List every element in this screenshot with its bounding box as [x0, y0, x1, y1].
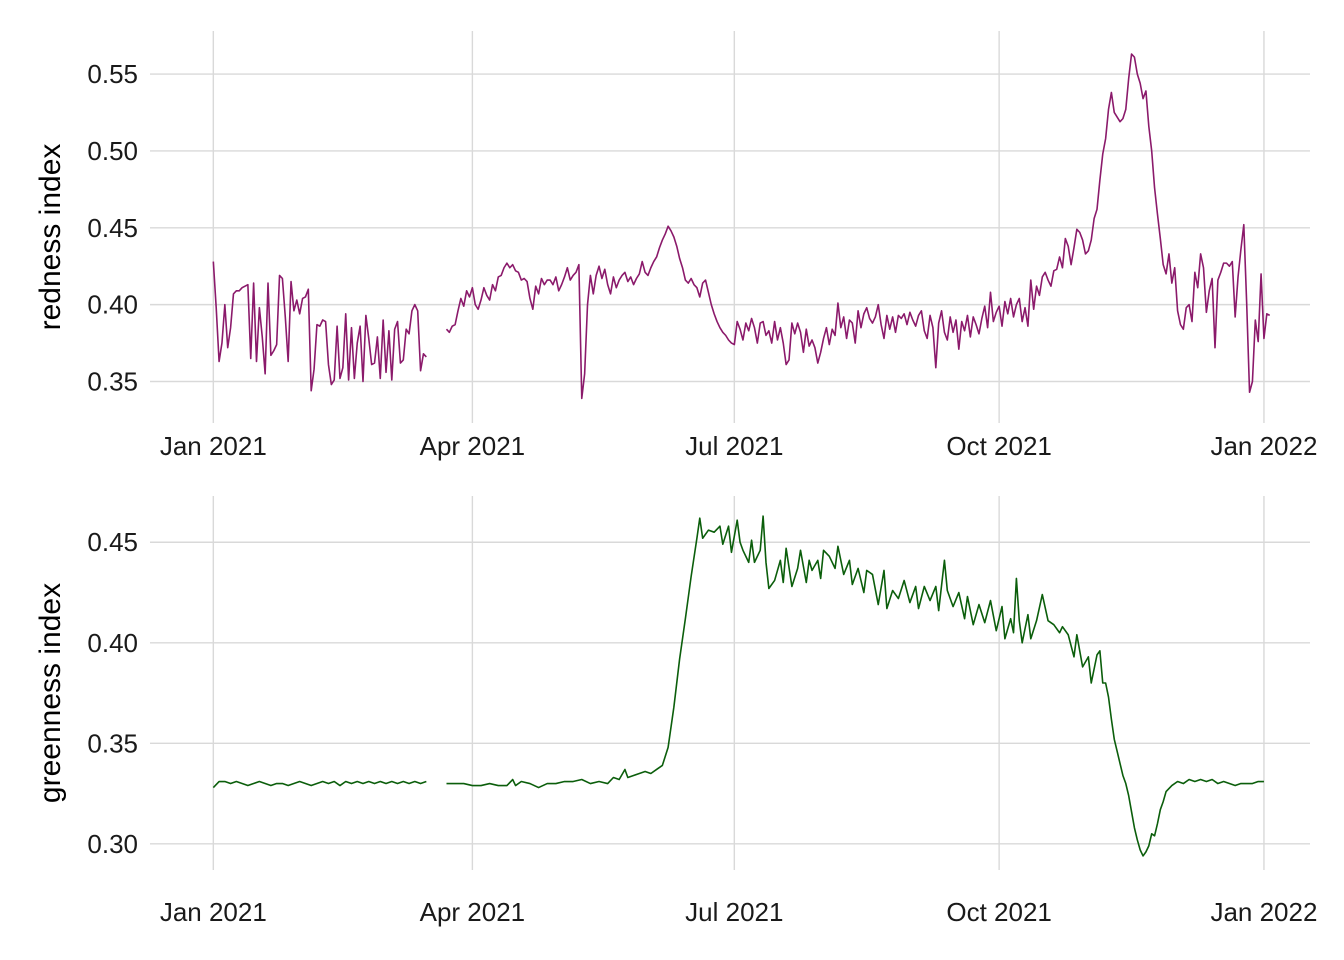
greenness-x-tick-label: Apr 2021	[420, 897, 526, 927]
greenness-series-line-segment-1	[446, 515, 1264, 857]
greenness-panel: Jan 2021 Apr 2021 Jul 2021 Oct 2021 Jan 2022…	[34, 496, 1317, 927]
greenness-x-tick-label: Jan 2022	[1210, 897, 1317, 927]
redness-x-tick-label: Apr 2021	[420, 431, 526, 461]
redness-y-tick-label: 0.45	[87, 213, 138, 243]
greenness-y-tick-label: 0.40	[87, 628, 138, 658]
redness-x-tick-label: Oct 2021	[946, 431, 1052, 461]
redness-y-tick-label: 0.55	[87, 59, 138, 89]
redness-y-tick-label: 0.40	[87, 290, 138, 320]
redness-x-tick-label: Jul 2021	[685, 431, 783, 461]
redness-y-tick-label: 0.50	[87, 136, 138, 166]
redness-panel: Jan 2021 Apr 2021 Jul 2021 Oct 2021 Jan 2022…	[34, 31, 1317, 461]
greenness-x-tick-label: Oct 2021	[946, 897, 1052, 927]
redness-series-line-segment-1	[445, 53, 1271, 400]
greenness-y-axis-title: greenness index	[34, 583, 67, 803]
greenness-y-tick-label: 0.35	[87, 728, 138, 758]
redness-x-tick-label: Jan 2022	[1210, 431, 1317, 461]
greenness-series-line-segment-0	[212, 780, 427, 789]
redness-y-axis-title: redness index	[34, 144, 67, 331]
redness-y-tick-label: 0.35	[87, 366, 138, 396]
greenness-y-tick-label: 0.30	[87, 829, 138, 859]
greenness-x-tick-label: Jan 2021	[160, 897, 267, 927]
redness-x-tick-label: Jan 2021	[160, 431, 267, 461]
redness-series-line-segment-0	[212, 261, 427, 392]
greenness-y-tick-label: 0.45	[87, 527, 138, 557]
greenness-x-tick-label: Jul 2021	[685, 897, 783, 927]
